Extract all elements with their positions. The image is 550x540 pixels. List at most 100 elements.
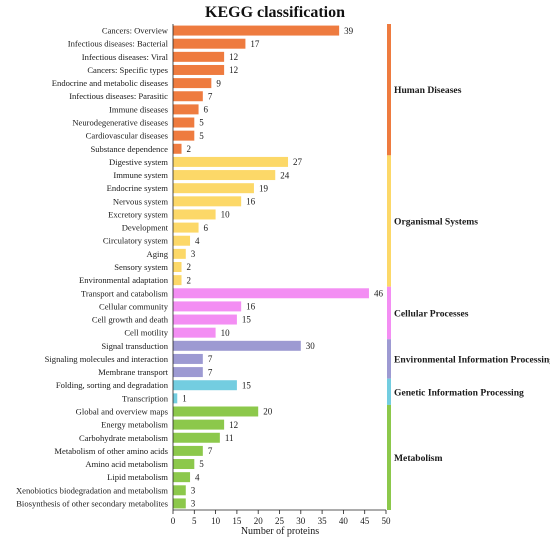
- value-label: 30: [306, 341, 316, 351]
- value-label: 6: [204, 223, 209, 233]
- bar-19: [173, 262, 182, 272]
- bar-31: [173, 419, 225, 430]
- category-label: Energy metabolism: [101, 420, 168, 430]
- category-label: Global and overview maps: [76, 406, 169, 416]
- bar-6: [173, 91, 203, 102]
- value-label: 7: [208, 446, 213, 456]
- value-label: 17: [250, 39, 259, 49]
- value-label: 4: [195, 472, 200, 482]
- value-label: 4: [195, 236, 200, 246]
- bar-37: [173, 498, 186, 509]
- category-label: Cellular community: [99, 301, 169, 311]
- category-label: Sensory system: [114, 262, 168, 272]
- group-label: Metabolism: [394, 453, 443, 464]
- group-strip-1: [387, 24, 391, 156]
- bar-9: [173, 130, 195, 141]
- bar-18: [173, 248, 186, 259]
- category-label: Cancers: Overview: [102, 26, 169, 36]
- category-label: Excretory system: [108, 209, 168, 219]
- value-label: 9: [216, 78, 221, 88]
- value-label: 5: [199, 118, 204, 128]
- value-label: 1: [182, 394, 187, 404]
- value-label: 2: [187, 144, 192, 154]
- group-strip-5: [387, 378, 391, 405]
- category-label: Biosynthesis of other secondary metaboli…: [16, 498, 168, 508]
- category-label: Endocrine and metabolic diseases: [52, 78, 169, 88]
- bar-14: [173, 196, 242, 207]
- category-label: Signaling molecules and interaction: [45, 354, 169, 364]
- value-label: 39: [344, 26, 354, 36]
- bar-12: [173, 170, 276, 181]
- category-label: Cell growth and death: [92, 315, 169, 325]
- value-label: 10: [221, 210, 231, 220]
- bar-4: [173, 64, 225, 75]
- bar-2: [173, 38, 246, 49]
- x-tick-label: 50: [382, 516, 392, 526]
- category-label: Metabolism of other amino acids: [54, 446, 168, 456]
- value-label: 19: [259, 183, 269, 193]
- category-label: Cell motility: [124, 328, 168, 338]
- x-tick-label: 10: [211, 516, 221, 526]
- bar-25: [173, 340, 301, 351]
- category-label: Cancers: Specific types: [87, 65, 168, 75]
- x-tick-label: 5: [192, 516, 197, 526]
- bar-7: [173, 104, 199, 115]
- value-label: 5: [199, 131, 204, 141]
- category-label: Circulatory system: [103, 236, 168, 246]
- x-tick-label: 40: [339, 516, 349, 526]
- group-label: Organismal Systems: [394, 217, 478, 228]
- value-label: 3: [191, 499, 196, 509]
- value-label: 7: [208, 354, 213, 364]
- bar-32: [173, 432, 220, 443]
- category-label: Cardiovascular diseases: [86, 131, 169, 141]
- category-label: Signal transduction: [101, 341, 168, 351]
- value-label: 12: [229, 52, 238, 62]
- group-label: Cellular Processes: [394, 308, 469, 319]
- bar-29: [173, 393, 178, 404]
- group-label: Genetic Information Processing: [394, 387, 524, 398]
- category-label: Xenobiotics biodegradation and metabolis…: [16, 485, 168, 495]
- bar-1: [173, 25, 340, 36]
- category-label: Transcription: [122, 393, 169, 403]
- category-label: Environmental adaptation: [79, 275, 169, 285]
- category-label: Development: [122, 223, 169, 233]
- x-tick-label: 15: [232, 516, 242, 526]
- category-label: Carbohydrate metabolism: [79, 433, 168, 443]
- value-label: 12: [229, 420, 238, 430]
- value-label: 6: [204, 105, 209, 115]
- x-tick-label: 25: [275, 516, 285, 526]
- bar-34: [173, 459, 195, 470]
- bar-36: [173, 485, 186, 496]
- value-label: 16: [246, 302, 256, 312]
- value-label: 10: [221, 328, 231, 338]
- category-label: Infectious diseases: Viral: [82, 52, 169, 62]
- x-tick-label: 35: [318, 516, 328, 526]
- bar-21: [173, 288, 369, 299]
- category-label: Transport and catabolism: [81, 288, 168, 298]
- category-label: Substance dependence: [90, 144, 168, 154]
- group-strip-2: [387, 155, 391, 287]
- bar-8: [173, 117, 195, 128]
- category-label: Membrane transport: [98, 367, 169, 377]
- bar-5: [173, 78, 212, 89]
- bar-17: [173, 235, 191, 246]
- bar-27: [173, 367, 203, 378]
- group-label: Human Diseases: [394, 85, 462, 96]
- value-label: 12: [229, 65, 238, 75]
- bar-11: [173, 156, 289, 167]
- group-strip-6: [387, 404, 391, 510]
- x-tick-label: 30: [296, 516, 306, 526]
- bar-10: [173, 143, 182, 154]
- x-tick-label: 0: [171, 516, 176, 526]
- value-label: 2: [187, 262, 192, 272]
- category-label: Endocrine system: [107, 183, 169, 193]
- category-label: Infectious diseases: Bacterial: [68, 39, 169, 49]
- category-label: Folding, sorting and degradation: [56, 380, 169, 390]
- value-label: 27: [293, 157, 303, 167]
- bar-13: [173, 183, 254, 194]
- category-label: Nervous system: [113, 196, 168, 206]
- bar-35: [173, 472, 191, 483]
- bar-33: [173, 445, 203, 456]
